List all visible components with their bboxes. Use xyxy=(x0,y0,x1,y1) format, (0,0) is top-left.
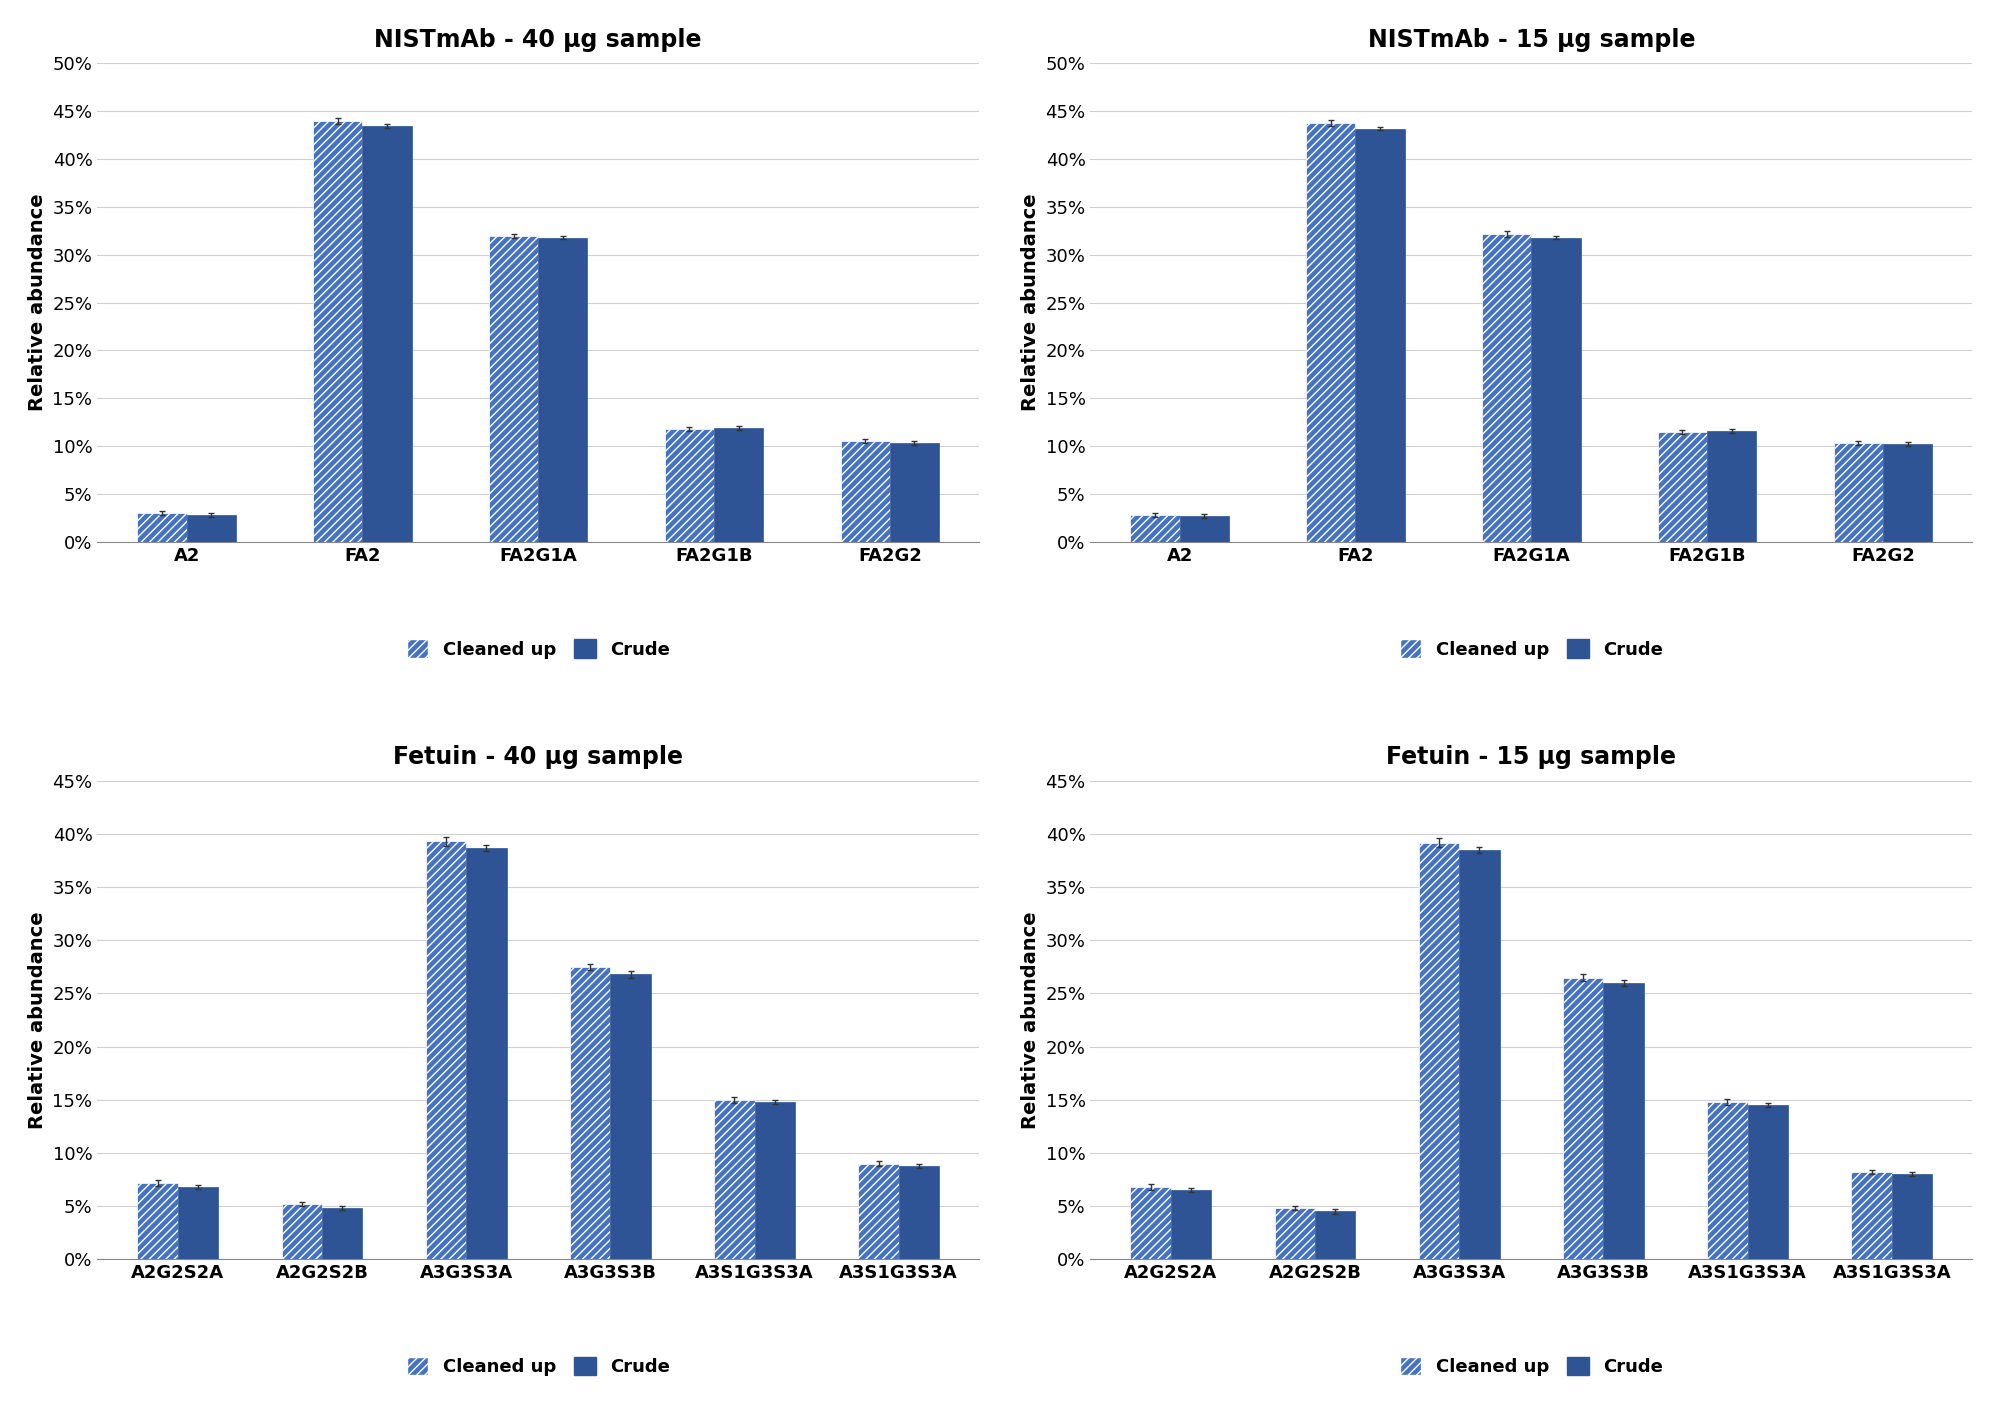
Bar xyxy=(1356,129,1404,542)
Title: NISTmAb - 40 μg sample: NISTmAb - 40 μg sample xyxy=(374,28,702,52)
Legend: Cleaned up, Crude: Cleaned up, Crude xyxy=(400,1349,678,1383)
Bar xyxy=(714,428,764,542)
Bar xyxy=(466,848,506,1260)
Bar xyxy=(1130,515,1180,542)
Bar xyxy=(898,1165,940,1260)
Bar xyxy=(1708,1102,1748,1260)
Title: NISTmAb - 15 μg sample: NISTmAb - 15 μg sample xyxy=(1368,28,1696,52)
Bar xyxy=(362,126,412,542)
Legend: Cleaned up, Crude: Cleaned up, Crude xyxy=(1392,1349,1670,1383)
Bar xyxy=(1748,1106,1788,1260)
Bar xyxy=(1604,983,1644,1260)
Bar xyxy=(754,1102,794,1260)
Bar xyxy=(1658,431,1708,542)
Y-axis label: Relative abundance: Relative abundance xyxy=(1020,911,1040,1128)
Bar xyxy=(1564,977,1604,1260)
Bar xyxy=(1316,1212,1356,1260)
Bar xyxy=(282,1203,322,1260)
Bar xyxy=(178,1186,218,1260)
Bar xyxy=(538,238,588,542)
Y-axis label: Relative abundance: Relative abundance xyxy=(1020,194,1040,411)
Bar xyxy=(322,1208,362,1260)
Bar xyxy=(138,1182,178,1260)
Bar xyxy=(1170,1191,1212,1260)
Bar xyxy=(610,974,650,1260)
Legend: Cleaned up, Crude: Cleaned up, Crude xyxy=(400,632,678,666)
Bar xyxy=(138,513,186,542)
Title: Fetuin - 15 μg sample: Fetuin - 15 μg sample xyxy=(1386,745,1676,769)
Bar xyxy=(1418,843,1460,1260)
Bar xyxy=(314,120,362,542)
Title: Fetuin - 40 μg sample: Fetuin - 40 μg sample xyxy=(394,745,684,769)
Bar xyxy=(664,428,714,542)
Y-axis label: Relative abundance: Relative abundance xyxy=(28,911,46,1128)
Bar xyxy=(714,1100,754,1260)
Bar xyxy=(570,967,610,1260)
Bar xyxy=(1460,850,1500,1260)
Bar xyxy=(1180,516,1228,542)
Bar xyxy=(1892,1174,1932,1260)
Bar xyxy=(1532,238,1580,542)
Bar xyxy=(426,841,466,1260)
Bar xyxy=(858,1164,898,1260)
Bar xyxy=(490,236,538,542)
Bar xyxy=(1852,1172,1892,1260)
Bar xyxy=(1274,1208,1316,1260)
Bar xyxy=(1130,1186,1170,1260)
Bar xyxy=(1834,444,1882,542)
Y-axis label: Relative abundance: Relative abundance xyxy=(28,194,46,411)
Bar xyxy=(1306,123,1356,542)
Bar xyxy=(890,444,940,542)
Bar xyxy=(840,441,890,542)
Bar xyxy=(1482,233,1532,542)
Legend: Cleaned up, Crude: Cleaned up, Crude xyxy=(1392,632,1670,666)
Bar xyxy=(1882,444,1932,542)
Bar xyxy=(1708,431,1756,542)
Bar xyxy=(186,515,236,542)
